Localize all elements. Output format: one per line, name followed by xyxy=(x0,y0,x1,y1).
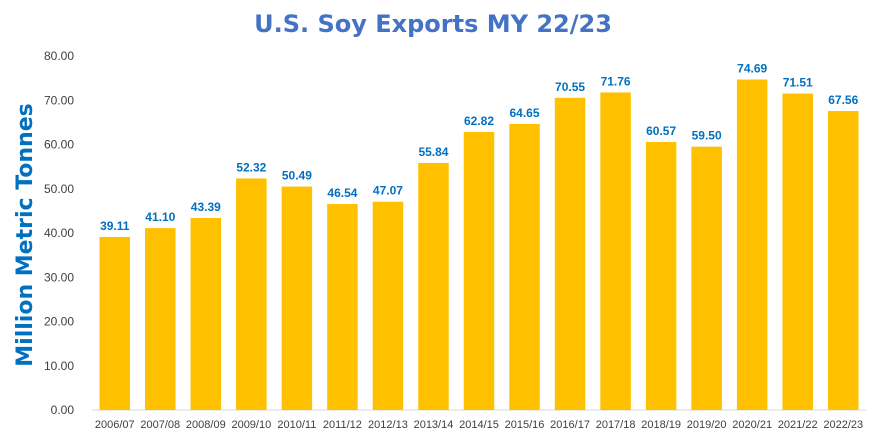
bar xyxy=(236,178,267,410)
y-tick-label: 40.00 xyxy=(44,226,74,240)
x-axis: 2006/07 2007/08 2008/09 2009/10 2010/11 2011/… xyxy=(92,409,866,431)
x-tick-label: 2012/13 xyxy=(368,419,408,431)
x-tick-label: 2018/19 xyxy=(641,419,681,431)
bar-series xyxy=(99,79,859,411)
data-label: 41.10 xyxy=(145,210,175,224)
bar xyxy=(782,93,813,410)
x-tick-label: 2017/18 xyxy=(596,419,636,431)
y-tick-label: 20.00 xyxy=(44,315,74,329)
x-tick-label: 2008/09 xyxy=(186,419,226,431)
data-label: 60.57 xyxy=(646,124,676,138)
chart-title: U.S. Soy Exports MY 22/23 xyxy=(254,10,612,38)
x-tick-label: 2021/22 xyxy=(778,419,818,431)
data-label: 71.76 xyxy=(601,74,631,88)
data-label: 67.56 xyxy=(828,93,858,107)
y-tick-label: 70.00 xyxy=(44,93,74,107)
bar xyxy=(145,228,176,410)
data-label: 46.54 xyxy=(327,186,357,200)
bar xyxy=(463,132,495,410)
y-tick-label: 50.00 xyxy=(44,182,74,196)
bar xyxy=(600,92,631,411)
bar xyxy=(190,218,222,410)
x-tick-label: 2014/15 xyxy=(459,419,499,431)
bar xyxy=(827,111,859,411)
x-tick-label: 2011/12 xyxy=(323,419,362,431)
data-label: 43.39 xyxy=(191,200,221,214)
x-tick-label: 2019/20 xyxy=(687,419,727,431)
x-tick-label: 2016/17 xyxy=(550,419,590,431)
bar xyxy=(372,201,404,410)
x-tick-label: 2015/16 xyxy=(505,419,545,431)
data-label: 64.65 xyxy=(510,106,540,120)
data-label: 62.82 xyxy=(464,114,494,128)
x-tick-label: 2010/11 xyxy=(277,419,316,431)
x-tick-label: 2022/23 xyxy=(823,419,863,431)
bar xyxy=(418,162,449,410)
y-tick-label: 10.00 xyxy=(44,359,74,373)
data-labels: 39.11 41.10 43.39 52.32 50.49 46.54 47.07 55.84… xyxy=(100,62,859,233)
y-axis-title: Million Metric Tonnes xyxy=(13,103,38,366)
bar xyxy=(327,204,358,410)
data-label: 39.11 xyxy=(100,219,130,233)
x-tick-label: 2013/14 xyxy=(414,419,454,431)
bar xyxy=(99,236,131,410)
y-tick-label: 30.00 xyxy=(44,270,74,284)
x-tick-label: 2007/08 xyxy=(140,419,180,431)
bar xyxy=(509,123,540,411)
data-label: 74.69 xyxy=(737,62,767,76)
data-label: 52.32 xyxy=(236,160,266,174)
x-tick-label: 2006/07 xyxy=(95,419,135,431)
x-tick-label: 2020/21 xyxy=(732,419,772,431)
data-label: 59.50 xyxy=(692,129,722,143)
bar xyxy=(554,97,586,410)
bar xyxy=(645,141,677,411)
data-label: 71.51 xyxy=(783,76,813,90)
y-tick-label: 60.00 xyxy=(44,138,74,152)
bar xyxy=(281,186,313,410)
data-label: 55.84 xyxy=(418,145,448,159)
y-tick-label: 0.00 xyxy=(51,403,75,417)
y-tick-label: 80.00 xyxy=(44,49,74,63)
data-label: 70.55 xyxy=(555,80,585,94)
bar xyxy=(736,79,768,410)
bar xyxy=(691,146,722,410)
data-label: 47.07 xyxy=(373,184,403,198)
data-label: 50.49 xyxy=(282,169,312,183)
x-tick-label: 2009/10 xyxy=(231,419,271,431)
y-axis: 0.00 10.00 20.00 30.00 40.00 50.00 60.00 70.00 8… xyxy=(44,49,74,417)
